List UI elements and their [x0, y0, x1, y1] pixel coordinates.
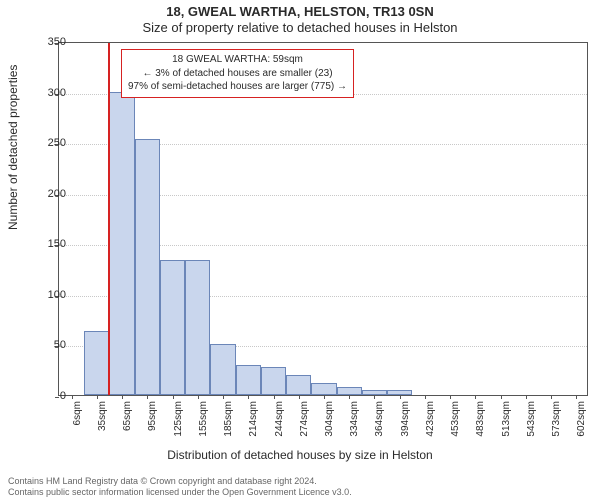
xtick-label: 543sqm [526, 401, 537, 451]
attribution-line1: Contains HM Land Registry data © Crown c… [8, 476, 352, 487]
ytick-label: 300 [36, 87, 66, 99]
xtick-mark [450, 395, 451, 399]
xtick-mark [299, 395, 300, 399]
xtick-label: 274sqm [299, 401, 310, 451]
xtick-label: 304sqm [324, 401, 335, 451]
xtick-label: 453sqm [450, 401, 461, 451]
xtick-label: 364sqm [374, 401, 385, 451]
xtick-mark [526, 395, 527, 399]
histogram-bar [311, 383, 336, 395]
xtick-label: 95sqm [147, 401, 158, 451]
ytick-label: 350 [36, 36, 66, 48]
histogram-bar [261, 367, 286, 395]
chart-title-address: 18, GWEAL WARTHA, HELSTON, TR13 0SN [0, 4, 600, 19]
xtick-mark [198, 395, 199, 399]
ytick-label: 250 [36, 137, 66, 149]
xtick-mark [576, 395, 577, 399]
xtick-mark [122, 395, 123, 399]
xtick-label: 125sqm [173, 401, 184, 451]
xtick-mark [173, 395, 174, 399]
xtick-mark [97, 395, 98, 399]
chart-title-desc: Size of property relative to detached ho… [0, 20, 600, 35]
histogram-bar [160, 260, 185, 395]
annotation-line2: ← 3% of detached houses are smaller (23) [128, 67, 347, 81]
xtick-label: 35sqm [97, 401, 108, 451]
xtick-mark [349, 395, 350, 399]
xtick-label: 65sqm [122, 401, 133, 451]
xtick-label: 513sqm [501, 401, 512, 451]
chart-container: 18, GWEAL WARTHA, HELSTON, TR13 0SN Size… [0, 0, 600, 500]
xtick-mark [324, 395, 325, 399]
xtick-mark [425, 395, 426, 399]
ytick-label: 100 [36, 289, 66, 301]
histogram-bar [185, 260, 210, 395]
attribution-text: Contains HM Land Registry data © Crown c… [8, 476, 352, 499]
histogram-bar [109, 92, 134, 395]
xtick-mark [501, 395, 502, 399]
annotation-line3: 97% of semi-detached houses are larger (… [128, 80, 347, 94]
xtick-label: 602sqm [576, 401, 587, 451]
plot-area: 6sqm35sqm65sqm95sqm125sqm155sqm185sqm214… [58, 42, 588, 396]
xtick-label: 214sqm [248, 401, 259, 451]
annotation-box: 18 GWEAL WARTHA: 59sqm ← 3% of detached … [121, 49, 354, 98]
xtick-mark [374, 395, 375, 399]
xtick-mark [400, 395, 401, 399]
histogram-bar [337, 387, 362, 395]
histogram-bar [210, 344, 235, 395]
xtick-mark [475, 395, 476, 399]
xtick-label: 185sqm [223, 401, 234, 451]
ytick-label: 150 [36, 238, 66, 250]
property-marker-line [108, 43, 110, 395]
xtick-label: 155sqm [198, 401, 209, 451]
xtick-label: 394sqm [400, 401, 411, 451]
xtick-mark [72, 395, 73, 399]
y-axis-label: Number of detached properties [6, 65, 20, 230]
ytick-label: 50 [36, 339, 66, 351]
xtick-label: 6sqm [72, 401, 83, 451]
xtick-label: 573sqm [551, 401, 562, 451]
ytick-label: 200 [36, 188, 66, 200]
xtick-mark [223, 395, 224, 399]
xtick-label: 334sqm [349, 401, 360, 451]
histogram-bar [286, 375, 311, 395]
xtick-mark [551, 395, 552, 399]
xtick-mark [248, 395, 249, 399]
attribution-line2: Contains public sector information licen… [8, 487, 352, 498]
xtick-label: 483sqm [475, 401, 486, 451]
ytick-label: 0 [36, 390, 66, 402]
x-axis-label: Distribution of detached houses by size … [0, 448, 600, 462]
xtick-mark [274, 395, 275, 399]
histogram-bar [135, 139, 160, 395]
annotation-line1: 18 GWEAL WARTHA: 59sqm [128, 53, 347, 67]
histogram-bar [236, 365, 261, 395]
xtick-label: 423sqm [425, 401, 436, 451]
xtick-mark [147, 395, 148, 399]
xtick-label: 244sqm [274, 401, 285, 451]
histogram-bar [84, 331, 109, 395]
